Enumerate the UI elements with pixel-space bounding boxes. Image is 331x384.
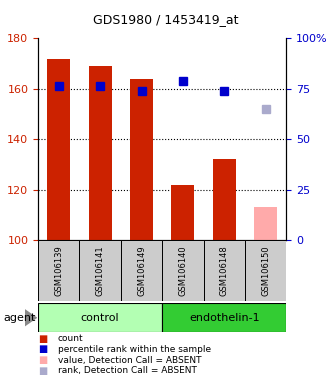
Bar	[213, 159, 236, 240]
Bar	[162, 303, 286, 332]
Bar	[162, 240, 204, 301]
Text: ■: ■	[38, 355, 47, 365]
Text: rank, Detection Call = ABSENT: rank, Detection Call = ABSENT	[58, 366, 197, 376]
Text: ■: ■	[38, 344, 47, 354]
Text: ■: ■	[38, 366, 47, 376]
Bar	[245, 240, 286, 301]
Text: value, Detection Call = ABSENT: value, Detection Call = ABSENT	[58, 356, 202, 365]
Polygon shape	[25, 309, 37, 326]
Text: GSM106139: GSM106139	[54, 245, 63, 296]
Text: GSM106150: GSM106150	[261, 245, 270, 296]
Text: control: control	[81, 313, 119, 323]
Text: percentile rank within the sample: percentile rank within the sample	[58, 345, 211, 354]
Text: GSM106148: GSM106148	[220, 245, 229, 296]
Text: GSM106149: GSM106149	[137, 245, 146, 296]
Bar	[38, 303, 162, 332]
Bar	[130, 79, 153, 240]
Bar	[89, 66, 112, 240]
Text: ■: ■	[38, 334, 47, 344]
Bar	[254, 207, 277, 240]
Text: count: count	[58, 334, 83, 343]
Bar	[121, 240, 162, 301]
Bar	[171, 185, 194, 240]
Text: GDS1980 / 1453419_at: GDS1980 / 1453419_at	[93, 13, 238, 26]
Text: GSM106140: GSM106140	[178, 245, 187, 296]
Text: endothelin-1: endothelin-1	[189, 313, 260, 323]
Text: GSM106141: GSM106141	[96, 245, 105, 296]
Bar	[79, 240, 121, 301]
Bar	[38, 240, 79, 301]
Text: agent: agent	[3, 313, 36, 323]
Bar	[204, 240, 245, 301]
Bar	[47, 58, 70, 240]
